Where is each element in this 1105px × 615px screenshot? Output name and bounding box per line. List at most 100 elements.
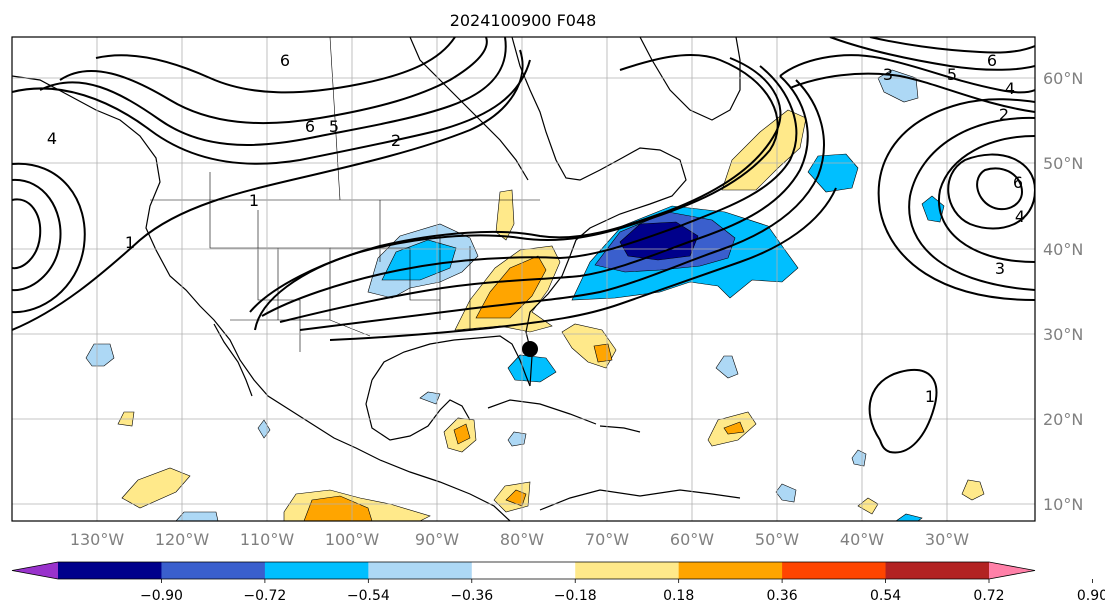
contour-jet-6 <box>329 187 837 341</box>
colorbar-segment <box>678 562 783 579</box>
anomaly-midatlantic-negative <box>807 153 859 193</box>
coastline-pacific-north <box>12 75 511 521</box>
contour-label: 5 <box>947 65 957 84</box>
lon-label: 120°W <box>155 530 210 549</box>
anomaly-atlantic-core <box>619 221 699 261</box>
lon-label: 70°W <box>585 530 629 549</box>
graticule <box>12 37 1035 521</box>
contour-label: 2 <box>391 131 401 150</box>
contour-label: 3 <box>883 65 893 84</box>
coastline-cuba <box>487 399 597 425</box>
colorbar-segment <box>264 562 369 579</box>
colorbar-extend-min <box>12 562 58 579</box>
anomaly-bahamas-core <box>593 343 613 363</box>
lat-label: 20°N <box>1043 410 1083 429</box>
contour-low-west-1 <box>12 198 42 270</box>
anomaly-small-blue-d <box>419 391 441 405</box>
anomaly-small-blue-b <box>507 431 527 447</box>
contour-ne-1 <box>779 54 1035 94</box>
lon-label: 130°W <box>70 530 125 549</box>
contour-label: 4 <box>47 129 57 148</box>
colorbar-outline <box>11 561 1036 580</box>
contour-label: 5 <box>329 117 339 136</box>
lon-label: 80°W <box>500 530 544 549</box>
anomaly-yucatan-core <box>453 423 471 445</box>
contour-label: 1 <box>125 233 135 252</box>
lon-label: 90°W <box>415 530 459 549</box>
lat-label: 10°N <box>1043 495 1083 514</box>
colorbar-tick-label: 0.72 <box>973 588 1004 604</box>
colorbar-segment <box>782 562 887 579</box>
colorbar-tick-label: −0.18 <box>554 588 597 604</box>
map-frame <box>11 36 1036 522</box>
coastline-south-america <box>539 489 741 511</box>
contour-ridge-west-3 <box>39 37 507 146</box>
colorbar-tick-label: −0.90 <box>140 588 183 604</box>
lon-label: 110°W <box>240 530 295 549</box>
contour-low-east-5 <box>877 98 1035 301</box>
contour-label: 2 <box>999 105 1009 124</box>
colorbar-tick-label: 0.18 <box>663 588 694 604</box>
anomaly-gulf-core <box>303 495 373 521</box>
coastline-hispaniola <box>599 425 641 433</box>
contour-low-east-2 <box>947 153 1035 230</box>
contour-ridge-west-2 <box>12 59 531 165</box>
colorbar-tick-label: 0.36 <box>767 588 798 604</box>
map-title: 2024100900 F048 <box>450 11 597 30</box>
lon-label: 50°W <box>755 530 799 549</box>
contour-label: 6 <box>1013 173 1023 192</box>
colorbar-tick-label: −0.36 <box>450 588 493 604</box>
contour-label: 6 <box>987 51 997 70</box>
latitude-labels: 60°N 50°N 40°N 30°N 20°N 10°N <box>1043 69 1083 514</box>
contour-ridge-west-1 <box>12 49 524 331</box>
contour-jet-5 <box>299 79 825 331</box>
lon-label: 40°W <box>840 530 884 549</box>
lat-label: 50°N <box>1043 154 1083 173</box>
contour-low-east-4 <box>908 116 1035 291</box>
contour-ne-4 <box>789 72 1035 113</box>
anomaly-ohio-positive <box>495 189 515 241</box>
contour-low-east-1 <box>976 167 1024 211</box>
lat-label: 40°N <box>1043 240 1083 259</box>
coastline-mexico-gulf <box>365 379 471 441</box>
anomaly-pacific-positive <box>121 467 191 509</box>
anomaly-small-yellow-c <box>961 479 985 501</box>
colorbar-tick-label: 0.54 <box>870 588 901 604</box>
contour-label: 6 <box>280 51 290 70</box>
contour-low-west-2 <box>12 178 62 292</box>
longitude-labels: 130°W 120°W 110°W 100°W 90°W 80°W 70°W 6… <box>70 530 969 549</box>
anomaly-small-blue-c <box>775 483 797 503</box>
anomaly-florida-negative <box>507 354 557 383</box>
map-layers: 6 6 5 2 1 1 6 5 4 2 6 4 3 1 3 4 <box>12 37 1035 521</box>
contour-label: 3 <box>995 259 1005 278</box>
colorbar-segment <box>471 562 576 579</box>
contour-label: 4 <box>1005 79 1015 98</box>
colorbar-segment <box>161 562 266 579</box>
anomaly-pacific-negative-a <box>85 343 115 367</box>
contour-label: 1 <box>249 191 259 210</box>
contour-low-west-3 <box>12 162 86 314</box>
anomaly-caribbean-core <box>723 421 745 435</box>
anomaly-small-blue-e <box>851 449 867 467</box>
lon-label: 60°W <box>670 530 714 549</box>
colorbar-extend-max <box>989 562 1035 579</box>
colorbar-tick-label: −0.54 <box>347 588 390 604</box>
contour-label: 6 <box>305 117 315 136</box>
contour-ridge-west-4 <box>59 37 488 125</box>
contour-jet-4 <box>279 75 809 323</box>
colorbar: −0.90 −0.72 −0.54 −0.36 −0.18 0.18 0.36 0.54 0.7… <box>11 561 1105 604</box>
contour-ne-2 <box>829 37 1035 71</box>
colorbar-segment <box>575 562 680 579</box>
contour-jet-2 <box>249 57 782 313</box>
anomaly-se-positive-core <box>475 255 547 319</box>
storm-position-marker <box>522 341 538 357</box>
contour-tropical <box>868 369 938 454</box>
lat-label: 30°N <box>1043 325 1083 344</box>
colorbar-segment <box>368 562 473 579</box>
contour-ridge-west-5 <box>95 37 456 94</box>
contour-labels: 6 6 5 2 1 1 6 5 4 2 6 4 3 1 3 4 <box>47 51 1025 406</box>
colorbar-segment <box>58 562 162 579</box>
lon-label: 30°W <box>925 530 969 549</box>
contour-layer <box>12 37 1035 454</box>
